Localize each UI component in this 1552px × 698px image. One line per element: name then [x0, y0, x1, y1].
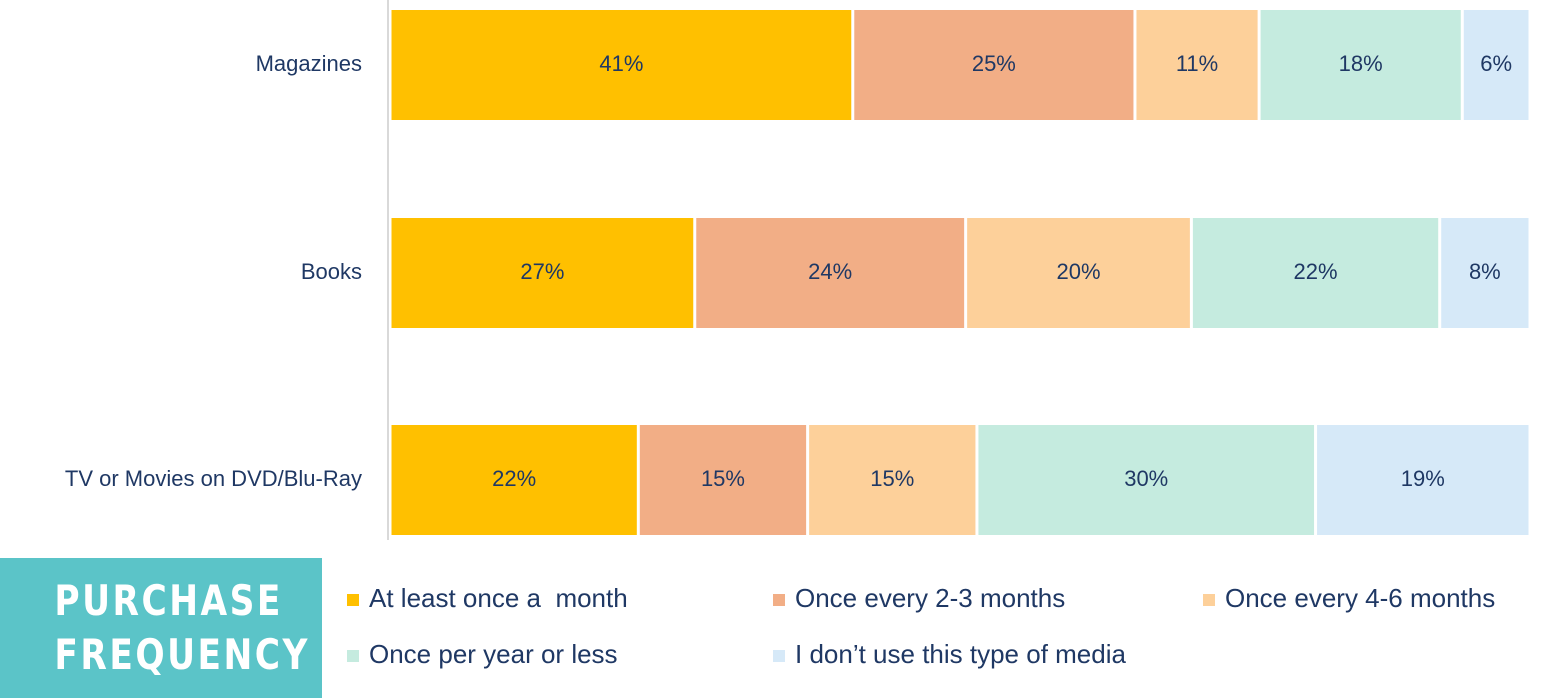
value-label: 25% — [972, 51, 1016, 76]
value-label: 8% — [1469, 259, 1501, 284]
value-label: 11% — [1176, 51, 1218, 76]
legend-label: Once every 4-6 months — [1225, 583, 1495, 613]
value-label: 22% — [1294, 259, 1338, 284]
value-label: 22% — [492, 466, 536, 491]
bar-segment — [1136, 10, 1258, 120]
value-label: 15% — [870, 466, 914, 491]
legend-label: At least once a month — [369, 583, 628, 613]
bar-segment — [854, 10, 1134, 120]
value-label: 27% — [520, 259, 564, 284]
category-label: Magazines — [256, 51, 362, 76]
value-label: 6% — [1480, 51, 1512, 76]
bar-segment — [391, 425, 637, 535]
title-box: PURCHASE FREQUENCY — [0, 558, 322, 698]
bar-segment — [1260, 10, 1461, 120]
bar-segment — [391, 10, 852, 120]
value-label: 30% — [1124, 466, 1168, 491]
bar-segment — [809, 425, 976, 535]
legend-swatch — [773, 650, 785, 662]
bar-segment — [978, 425, 1315, 535]
chart-title: PURCHASE FREQUENCY — [54, 576, 310, 679]
value-label: 18% — [1339, 51, 1383, 76]
bar-segment — [967, 218, 1190, 328]
value-label: 20% — [1056, 259, 1100, 284]
legend-label: Once every 2-3 months — [795, 583, 1065, 613]
category-label: TV or Movies on DVD/Blu-Ray — [65, 466, 362, 491]
legend-swatch — [1203, 594, 1215, 606]
value-label: 15% — [701, 466, 745, 491]
bar-segment — [1463, 10, 1529, 120]
legend-swatch — [347, 650, 359, 662]
bar-segment — [391, 218, 694, 328]
bar-segment — [1192, 218, 1439, 328]
value-label: 19% — [1401, 466, 1445, 491]
value-label: 41% — [599, 51, 643, 76]
legend-swatch — [773, 594, 785, 606]
legend-label: Once per year or less — [369, 639, 618, 669]
value-label: 24% — [808, 259, 852, 284]
category-label: Books — [301, 259, 362, 284]
bar-segment — [1441, 218, 1529, 328]
legend-swatch — [347, 594, 359, 606]
bar-segment — [696, 218, 965, 328]
bar-segment — [1317, 425, 1529, 535]
legend-label: I don’t use this type of media — [795, 639, 1127, 669]
bar-segment — [639, 425, 807, 535]
